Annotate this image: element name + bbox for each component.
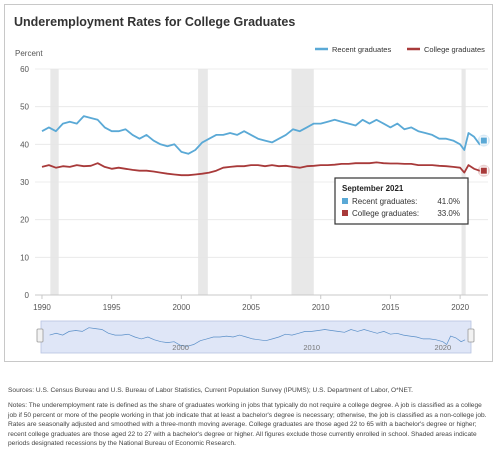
chart-container: Underemployment Rates for College Gradua… [4, 4, 493, 362]
series-line-1 [41, 161, 484, 177]
navigator-handle-left[interactable] [36, 328, 44, 343]
range-navigator[interactable]: 2000 2010 2020 [36, 320, 475, 354]
y-axis-label: Percent [15, 49, 43, 58]
legend-label-recent: Recent graduates [332, 45, 391, 54]
tooltip-box [334, 177, 469, 225]
x-tick-label-2020: 2020 [451, 303, 469, 312]
navigator-label-2010: 2010 [303, 343, 320, 352]
hover-point-1 [479, 166, 488, 175]
x-tick-label-2015: 2015 [382, 303, 400, 312]
x-tick-label-2010: 2010 [312, 303, 330, 312]
tooltip-title: September 2021 [342, 184, 404, 193]
navigator-label-2020: 2020 [434, 343, 451, 352]
legend-item-college[interactable]: College graduates [407, 45, 485, 54]
tooltip: September 2021 Recent graduates: 41.0% C… [334, 177, 469, 225]
hover-markers [477, 134, 490, 177]
x-tick-label-1990: 1990 [33, 303, 51, 312]
y-axis-ticks: 0 10 20 30 40 50 60 [20, 65, 29, 300]
tooltip-label-recent: Recent graduates: [352, 197, 417, 206]
tooltip-swatch-college [342, 210, 348, 216]
line-chart: Underemployment Rates for College Gradua… [14, 15, 490, 354]
y-tick-label-0: 0 [25, 291, 30, 300]
y-tick-label-20: 20 [20, 216, 29, 225]
notes-text: Notes: The underemployment rate is defin… [8, 402, 487, 448]
y-tick-label-50: 50 [20, 103, 29, 112]
tooltip-value-recent: 41.0% [437, 197, 460, 206]
chart-title: Underemployment Rates for College Gradua… [14, 15, 295, 29]
navigator-labels: 2000 2010 2020 [172, 343, 451, 352]
footnotes: Sources: U.S. Census Bureau and U.S. Bur… [8, 386, 488, 454]
navigator-background [40, 320, 472, 354]
tooltip-value-college: 33.0% [437, 209, 460, 218]
tooltip-label-college: College graduates: [352, 209, 419, 218]
navigator-series-line [49, 327, 466, 347]
legend-label-college: College graduates [424, 45, 485, 54]
x-tick-label-2000: 2000 [172, 303, 190, 312]
series-line-0 [41, 115, 485, 155]
sources-text: Sources: U.S. Census Bureau and U.S. Bur… [8, 387, 413, 394]
y-tick-label-60: 60 [20, 65, 29, 74]
series-lines [41, 115, 485, 177]
y-tick-label-10: 10 [20, 253, 29, 262]
hover-point-0 [479, 136, 488, 145]
legend: Recent graduates College graduates [315, 45, 485, 54]
x-axis-ticks: 1990 1995 2000 2005 2010 2015 2020 [33, 295, 470, 312]
tooltip-swatch-recent [342, 198, 348, 204]
y-tick-label-30: 30 [20, 178, 29, 187]
navigator-handle-right[interactable] [467, 328, 475, 343]
x-tick-label-2005: 2005 [242, 303, 260, 312]
x-tick-label-1995: 1995 [103, 303, 121, 312]
navigator-label-2000: 2000 [172, 343, 189, 352]
gridlines [35, 68, 488, 258]
y-tick-label-40: 40 [20, 140, 29, 149]
legend-item-recent[interactable]: Recent graduates [315, 45, 391, 54]
